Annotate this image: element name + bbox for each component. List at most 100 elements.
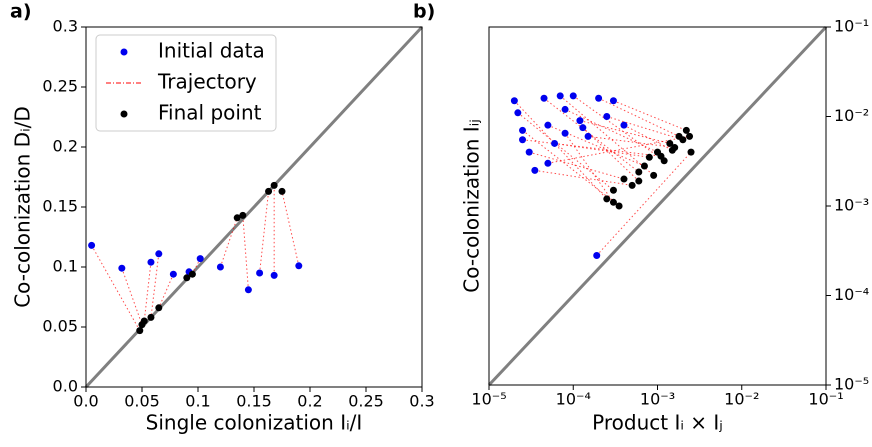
y-tick-label: 0.0 bbox=[53, 377, 78, 396]
initial-point bbox=[561, 105, 569, 113]
y-tick-label: 10⁻⁵ bbox=[834, 375, 869, 394]
trajectory bbox=[91, 245, 141, 331]
final-point bbox=[687, 148, 695, 156]
initial-point bbox=[540, 94, 548, 102]
initial-point bbox=[519, 126, 527, 134]
initial-point bbox=[595, 94, 603, 102]
initial-point bbox=[196, 255, 204, 263]
legend-label: Initial data bbox=[158, 39, 265, 63]
initial-point bbox=[593, 251, 601, 259]
trajectory bbox=[596, 151, 692, 256]
initial-point bbox=[579, 124, 587, 132]
y-tick-label: 10⁻¹ bbox=[834, 17, 869, 36]
y-tick-label: 10⁻⁴ bbox=[834, 285, 869, 304]
trajectory bbox=[554, 142, 650, 158]
x-tick-label: 0.25 bbox=[348, 392, 384, 411]
initial-point bbox=[510, 97, 518, 105]
initial-point bbox=[620, 121, 628, 129]
final-point bbox=[239, 211, 247, 219]
trajectory bbox=[543, 97, 640, 173]
initial-point bbox=[147, 258, 155, 266]
trajectory bbox=[588, 135, 675, 149]
initial-point bbox=[295, 262, 303, 270]
initial-point bbox=[576, 117, 584, 125]
y-tick-label: 0.3 bbox=[53, 17, 78, 36]
initial-point bbox=[118, 264, 126, 272]
initial-point bbox=[561, 129, 569, 137]
y-tick-label: 0.15 bbox=[42, 197, 78, 216]
trajectory bbox=[572, 95, 665, 162]
trajectory bbox=[522, 129, 620, 207]
plot-frame bbox=[488, 26, 827, 386]
trajectory bbox=[242, 215, 249, 290]
legend: Initial data Trajectory Final point bbox=[95, 34, 277, 132]
trajectory bbox=[522, 139, 662, 157]
y-tick-label: 0.05 bbox=[42, 317, 78, 336]
initial-point bbox=[270, 271, 278, 279]
legend-frame bbox=[95, 34, 277, 132]
x-tick-label: 10⁻³ bbox=[640, 390, 675, 409]
final-point bbox=[635, 168, 643, 176]
x-tick-label: 10⁻¹ bbox=[808, 390, 843, 409]
initial-point bbox=[88, 241, 96, 249]
final-point bbox=[640, 162, 648, 170]
trajectory bbox=[606, 116, 684, 141]
trajectory bbox=[598, 97, 680, 137]
final-point bbox=[645, 153, 653, 161]
trajectory bbox=[517, 112, 614, 191]
x-tick-label: 10⁻² bbox=[724, 390, 759, 409]
final-point bbox=[635, 177, 643, 185]
trajectory bbox=[613, 100, 687, 131]
initial-point bbox=[244, 286, 252, 294]
y-axis-label: Co-colonization Iᵢⱼ bbox=[460, 119, 484, 292]
trajectory bbox=[547, 135, 690, 164]
final-point bbox=[668, 146, 676, 154]
initial-point bbox=[556, 92, 564, 100]
final-point bbox=[620, 175, 628, 183]
final-point bbox=[136, 327, 144, 335]
final-point bbox=[615, 202, 623, 210]
x-tick-label: 0.1 bbox=[185, 392, 210, 411]
final-point bbox=[233, 214, 241, 222]
trajectory bbox=[559, 95, 654, 176]
diagonal bbox=[487, 25, 828, 387]
initial-point bbox=[609, 97, 617, 105]
trajectory bbox=[281, 191, 300, 266]
x-axis-label: Single colonization Iᵢ/I bbox=[146, 411, 363, 435]
final-point bbox=[679, 136, 687, 144]
final-point bbox=[682, 126, 690, 134]
panel-label: b) bbox=[413, 1, 435, 23]
initial-point bbox=[603, 113, 611, 120]
final-point bbox=[650, 171, 658, 179]
final-point bbox=[686, 132, 694, 140]
final-point bbox=[609, 198, 617, 206]
final-point bbox=[188, 270, 196, 278]
x-tick-label: 0.15 bbox=[236, 392, 272, 411]
final-point bbox=[603, 195, 611, 203]
initial-point bbox=[551, 139, 559, 147]
final-point bbox=[155, 304, 163, 312]
initial-point bbox=[544, 159, 552, 167]
final-point bbox=[657, 152, 665, 160]
y-axis-label: Co-colonization Dᵢ/D bbox=[11, 106, 35, 308]
x-tick-label: 10⁻⁵ bbox=[471, 390, 506, 409]
trajectory bbox=[623, 124, 673, 151]
trajectory bbox=[143, 262, 152, 322]
trajectory bbox=[259, 191, 270, 274]
trajectory bbox=[579, 120, 670, 144]
trajectory bbox=[191, 258, 201, 275]
initial-point bbox=[531, 166, 539, 174]
trajectory bbox=[513, 100, 608, 200]
trajectory bbox=[564, 108, 658, 153]
legend-label: Final point bbox=[158, 101, 262, 125]
trajectory bbox=[150, 253, 160, 318]
initial-point bbox=[519, 136, 527, 144]
x-tick-label: 0.3 bbox=[409, 392, 434, 411]
initial-point bbox=[216, 263, 224, 271]
initial-point bbox=[155, 250, 163, 258]
plot-frame bbox=[85, 26, 423, 388]
x-tick-label: 0.2 bbox=[297, 392, 322, 411]
initial-point bbox=[525, 148, 533, 156]
final-point bbox=[147, 313, 155, 321]
